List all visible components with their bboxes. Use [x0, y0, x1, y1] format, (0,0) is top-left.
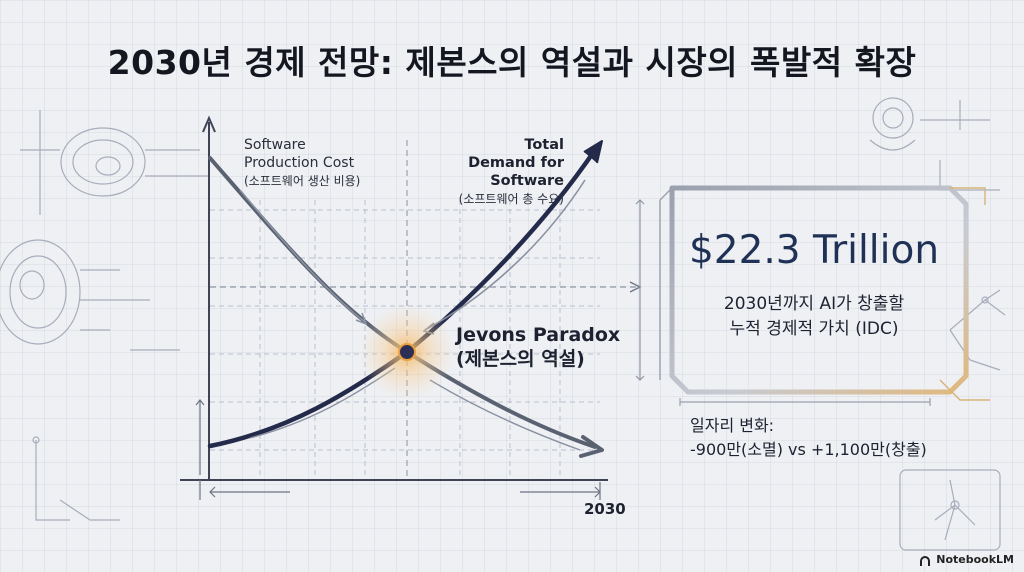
- demand-label-en: Total Demand for Software: [468, 137, 564, 189]
- cell-sketch-top-right: [869, 97, 1000, 191]
- brand-name: NotebookLM: [936, 553, 1014, 566]
- axis-dimension-marks: [195, 399, 601, 500]
- cost-label-ko: (소프트웨어 생산 비용): [244, 174, 361, 188]
- cell-sketch-top-left: [20, 110, 210, 215]
- jobs-heading: 일자리 변화:: [690, 416, 775, 435]
- demand-curve-arrowhead: [583, 140, 603, 164]
- brand-watermark: NotebookLM: [920, 553, 1014, 566]
- cost-curve-label: Software Production Cost (소프트웨어 생산 비용): [244, 136, 374, 190]
- jevons-label-ko: (제본스의 역설): [456, 348, 585, 370]
- stat-value: $22.3 Trillion: [688, 228, 940, 273]
- stat-description-line2: 누적 경제적 가치 (IDC): [729, 319, 899, 339]
- demand-curve-guide-arrow: [424, 179, 586, 331]
- stat-frame: [635, 185, 990, 406]
- cost-curve-arrowhead: [579, 435, 604, 458]
- stat-description-line1: 2030년까지 AI가 창출할: [723, 294, 905, 314]
- y-axis: [202, 115, 216, 480]
- jevons-paradox-label: Jevons Paradox (제본스의 역설): [456, 323, 620, 371]
- stat-description: 2030년까지 AI가 창출할 누적 경제적 가치 (IDC): [664, 292, 964, 342]
- intersection-point: [398, 343, 416, 361]
- jobs-change-note: 일자리 변화: -900만(소멸) vs +1,100만(창출): [690, 414, 927, 462]
- circuit-sketch-bottom-left: [32, 436, 120, 521]
- demand-label-ko: (소프트웨어 총 수요): [458, 192, 564, 206]
- x-axis-tick-2030: 2030: [584, 500, 626, 518]
- notebooklm-logo-icon: [920, 555, 932, 566]
- cost-curve-lower-guide: [429, 379, 581, 451]
- page-title: 2030년 경제 전망: 제본스의 역설과 시장의 폭발적 확장: [107, 43, 917, 82]
- cell-sketch-mid-left: [0, 239, 180, 351]
- jobs-detail: -900만(소멸) vs +1,100만(창출): [690, 440, 927, 459]
- demand-curve-label: Total Demand for Software (소프트웨어 총 수요): [400, 136, 564, 208]
- cost-label-en: Software Production Cost: [244, 137, 355, 171]
- neuron-sketch-bottom-right: [899, 469, 1001, 551]
- jevons-label-en: Jevons Paradox: [456, 324, 621, 346]
- cost-curve-guide-arrow: [239, 189, 366, 323]
- cost-guide-arrowhead: [355, 312, 368, 326]
